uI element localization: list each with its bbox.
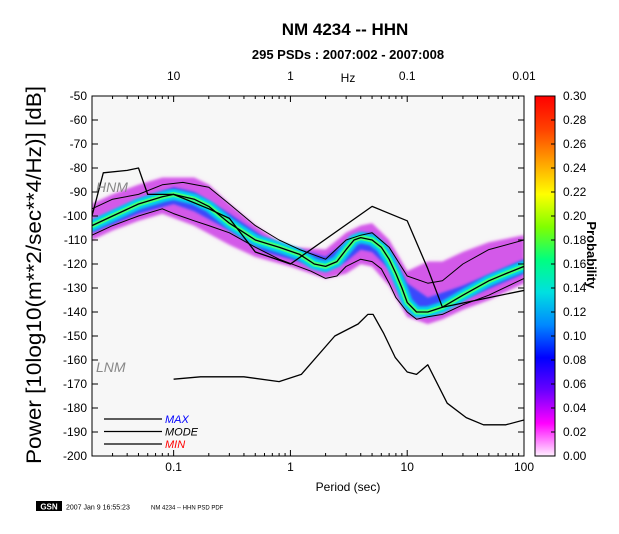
y-tick-label: -90 [70,185,88,199]
colorbar-tick-label: 0.18 [563,233,587,247]
y-tick-label: -180 [63,401,87,415]
y-tick-label: -190 [63,425,87,439]
y-tick-label: -80 [70,161,88,175]
colorbar-tick-label: 0.04 [563,401,587,415]
y-tick-label: -110 [64,233,87,247]
x2-tick-label: 0.1 [399,69,416,83]
x-tick-label: 10 [401,460,415,474]
label-lnm: LNM [96,359,126,375]
y-tick-label: -120 [63,257,87,271]
y-tick-label: -130 [63,281,87,295]
gsn-logo [36,501,62,511]
label-hnm: HNM [96,179,128,195]
footer-timestamp: 2007 Jan 9 16:55:23 [66,505,130,512]
footer: GSN 2007 Jan 9 16:55:23 NM 4234 -- HHN P… [36,501,224,512]
y-tick-label: -160 [63,353,87,367]
colorbar-tick-label: 0.12 [563,305,587,319]
series-nlnm-line [173,313,524,426]
statistic-lines: HNM LNM [92,167,524,426]
colorbar: 0.00 0.02 0.04 0.06 0.08 0.10 0.12 0.14 0.16 0.18… [534,89,587,463]
y-tick-label: -150 [63,329,87,343]
y-axis-label: Power [10log10(m**2/sec**4/Hz)] [dB] [23,86,46,464]
colorbar-tick-label: 0.00 [563,449,587,463]
colorbar-tick-label: 0.10 [563,329,587,343]
gsn-logo-text: GSN [40,503,58,512]
legend-mode-label: MODE [165,427,199,439]
y-tick-label: -170 [63,377,87,391]
y-tick-label: -200 [63,449,87,463]
footer-caption: NM 4234 -- HHN PSD PDF [151,506,224,512]
y-tick-label: -100 [63,209,87,223]
series-max-line [92,181,524,284]
top-axis-label: Hz [341,71,356,85]
colorbar-tick-label: 0.24 [563,161,587,175]
colorbar-gradient [534,95,556,457]
x2-tick-label: 1 [287,69,294,83]
y-tick-label: -50 [70,89,88,103]
colorbar-tick-label: 0.20 [563,209,587,223]
y-tick-label: -60 [70,113,88,127]
colorbar-tick-label: 0.08 [563,353,587,367]
x2-tick-label: 0.01 [512,69,536,83]
series-min-line [92,208,524,320]
x-tick-label: 0.1 [165,460,182,474]
legend-max-label: MAX [165,414,190,426]
x-axis-label: Period (sec) [316,480,381,494]
colorbar-tick-label: 0.06 [563,377,587,391]
y-tick-label: -70 [70,137,88,151]
series-mode-line [92,193,524,313]
chart-subtitle: 295 PSDs : 2007:002 - 2007:008 [252,47,444,62]
colorbar-tick-label: 0.28 [563,113,587,127]
plot-frame [91,95,525,457]
colorbar-tick-label: 0.30 [563,89,587,103]
colorbar-tick-label: 0.02 [563,425,587,439]
colorbar-label: Probability [584,221,599,289]
legend-min-label: MIN [165,439,185,451]
colorbar-tick-label: 0.26 [563,137,587,151]
chart-title: NM 4234 -- HHN [282,20,409,39]
colorbar-tick-label: 0.14 [563,281,587,295]
x2-tick-label: 10 [167,69,181,83]
x-tick-label: 1 [287,460,294,474]
x-tick-label: 100 [514,460,534,474]
colorbar-tick-label: 0.22 [563,185,587,199]
series-nhnm-line [92,167,524,308]
y-tick-label: -140 [63,305,87,319]
colorbar-tick-label: 0.16 [563,257,587,271]
axes: -50 -60 -70 -80 -90 -100 -110 -120 -130 -140 -150 -… [63,69,536,474]
